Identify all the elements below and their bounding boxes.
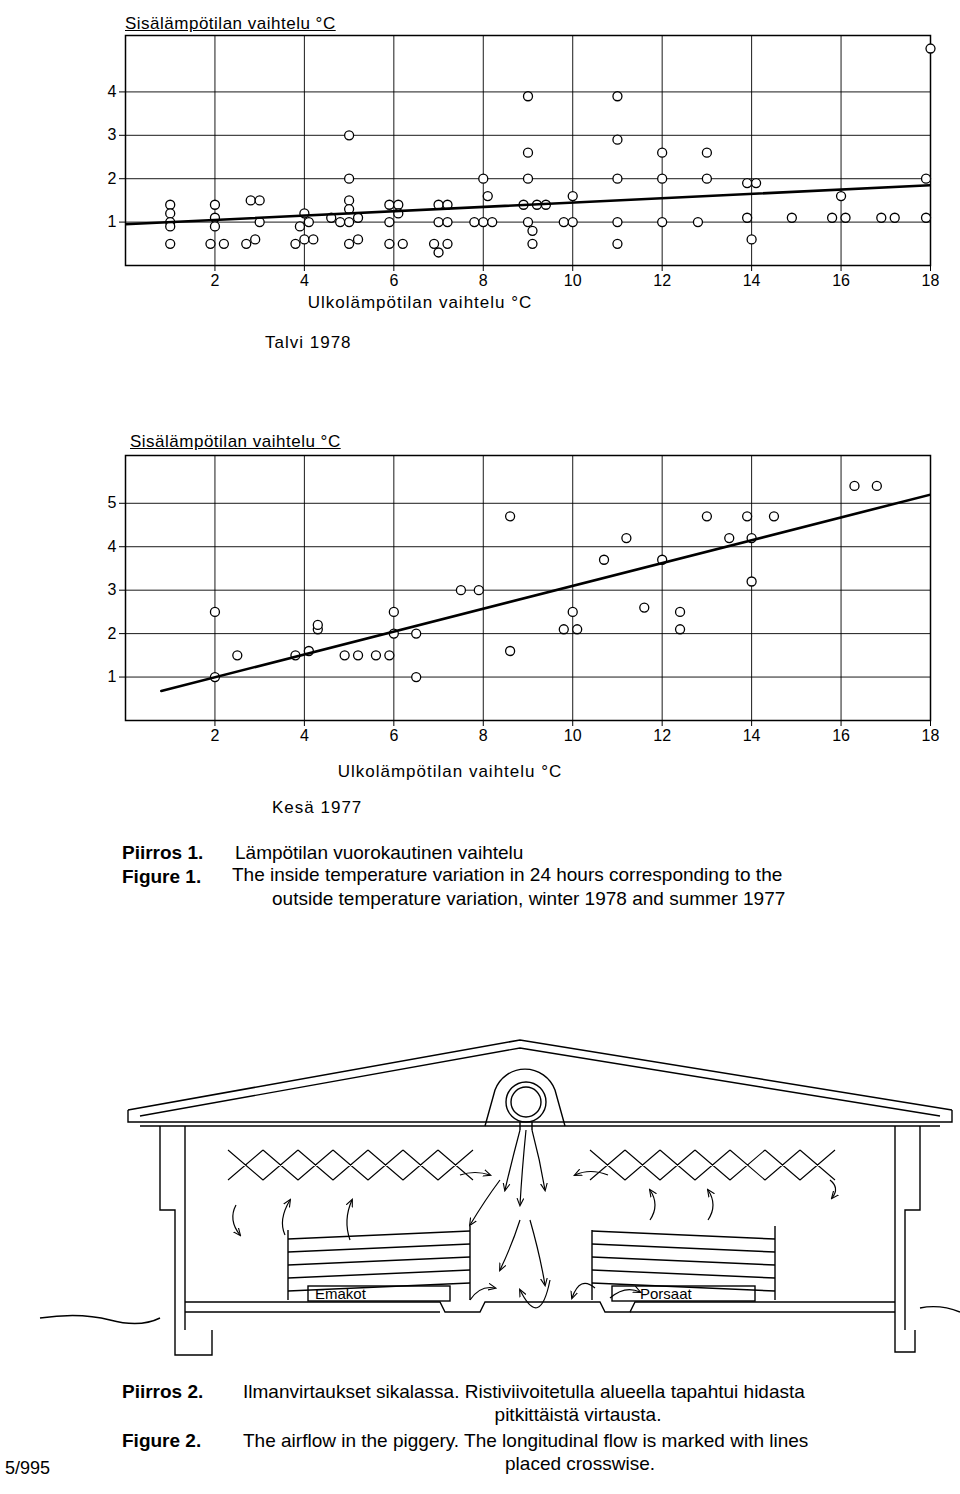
svg-text:4: 4 bbox=[300, 727, 309, 744]
svg-text:Emakot: Emakot bbox=[315, 1285, 367, 1302]
svg-text:10: 10 bbox=[564, 727, 582, 744]
svg-text:6: 6 bbox=[389, 727, 398, 744]
html-text:placed crosswise.: placed crosswise. bbox=[505, 1453, 655, 1474]
svg-text:16: 16 bbox=[832, 272, 850, 289]
html-text:The inside temperature variati: The inside temperature variation in 24 h… bbox=[232, 864, 783, 885]
svg-text:18: 18 bbox=[922, 727, 940, 744]
svg-text:16: 16 bbox=[832, 727, 850, 744]
svg-text:2: 2 bbox=[210, 272, 219, 289]
svg-text:14: 14 bbox=[743, 727, 761, 744]
svg-text:14: 14 bbox=[743, 272, 761, 289]
svg-text:12: 12 bbox=[653, 727, 671, 744]
html-text:Kesä 1977: Kesä 1977 bbox=[272, 798, 363, 817]
html-text:The airflow in the piggery. Th: The airflow in the piggery. The longitud… bbox=[243, 1430, 809, 1451]
svg-text:6: 6 bbox=[389, 272, 398, 289]
svg-text:2: 2 bbox=[108, 170, 117, 187]
svg-text:2: 2 bbox=[210, 727, 219, 744]
svg-text:1: 1 bbox=[108, 668, 117, 685]
svg-text:4: 4 bbox=[108, 83, 117, 100]
svg-text:1: 1 bbox=[108, 213, 117, 230]
svg-text:5: 5 bbox=[108, 494, 117, 511]
svg-text:4: 4 bbox=[108, 538, 117, 555]
html-text:5/995: 5/995 bbox=[5, 1458, 50, 1478]
svg-text:4: 4 bbox=[300, 272, 309, 289]
html-text:Ulkolämpötilan vaihtelu °C: Ulkolämpötilan vaihtelu °C bbox=[337, 762, 563, 781]
svg-text:18: 18 bbox=[922, 272, 940, 289]
svg-text:Porsaat: Porsaat bbox=[640, 1285, 693, 1302]
html-text:Piirros 2.: Piirros 2. bbox=[122, 1381, 204, 1402]
svg-text:3: 3 bbox=[108, 581, 117, 598]
svg-text:12: 12 bbox=[653, 272, 671, 289]
svg-text:3: 3 bbox=[108, 126, 117, 143]
html-text:Piirros 1.: Piirros 1. bbox=[122, 842, 204, 863]
svg-text:2: 2 bbox=[108, 625, 117, 642]
svg-text:10: 10 bbox=[564, 272, 582, 289]
html-text:Lämpötilan vuorokautinen vaiht: Lämpötilan vuorokautinen vaihtelu bbox=[235, 842, 524, 863]
html-text:Sisälämpötilan vaihtelu °C: Sisälämpötilan vaihtelu °C bbox=[125, 14, 336, 33]
html-text:Figure 1.: Figure 1. bbox=[122, 866, 202, 887]
html-text:outside temperature variation,: outside temperature variation, winter 19… bbox=[272, 888, 786, 909]
html-text:Talvi 1978: Talvi 1978 bbox=[265, 333, 352, 352]
svg-text:8: 8 bbox=[479, 272, 488, 289]
html-text:Ilmanvirtaukset sikalassa. Ris: Ilmanvirtaukset sikalassa. Ristiviivoite… bbox=[243, 1381, 805, 1402]
html-text:Ulkolämpötilan vaihtelu °C: Ulkolämpötilan vaihtelu °C bbox=[307, 293, 533, 312]
html-text:Figure 2.: Figure 2. bbox=[122, 1430, 202, 1451]
svg-text:8: 8 bbox=[479, 727, 488, 744]
html-text:pitkittäistä virtausta.: pitkittäistä virtausta. bbox=[494, 1404, 662, 1425]
html-text:Sisälämpötilan vaihtelu °C: Sisälämpötilan vaihtelu °C bbox=[130, 432, 341, 451]
